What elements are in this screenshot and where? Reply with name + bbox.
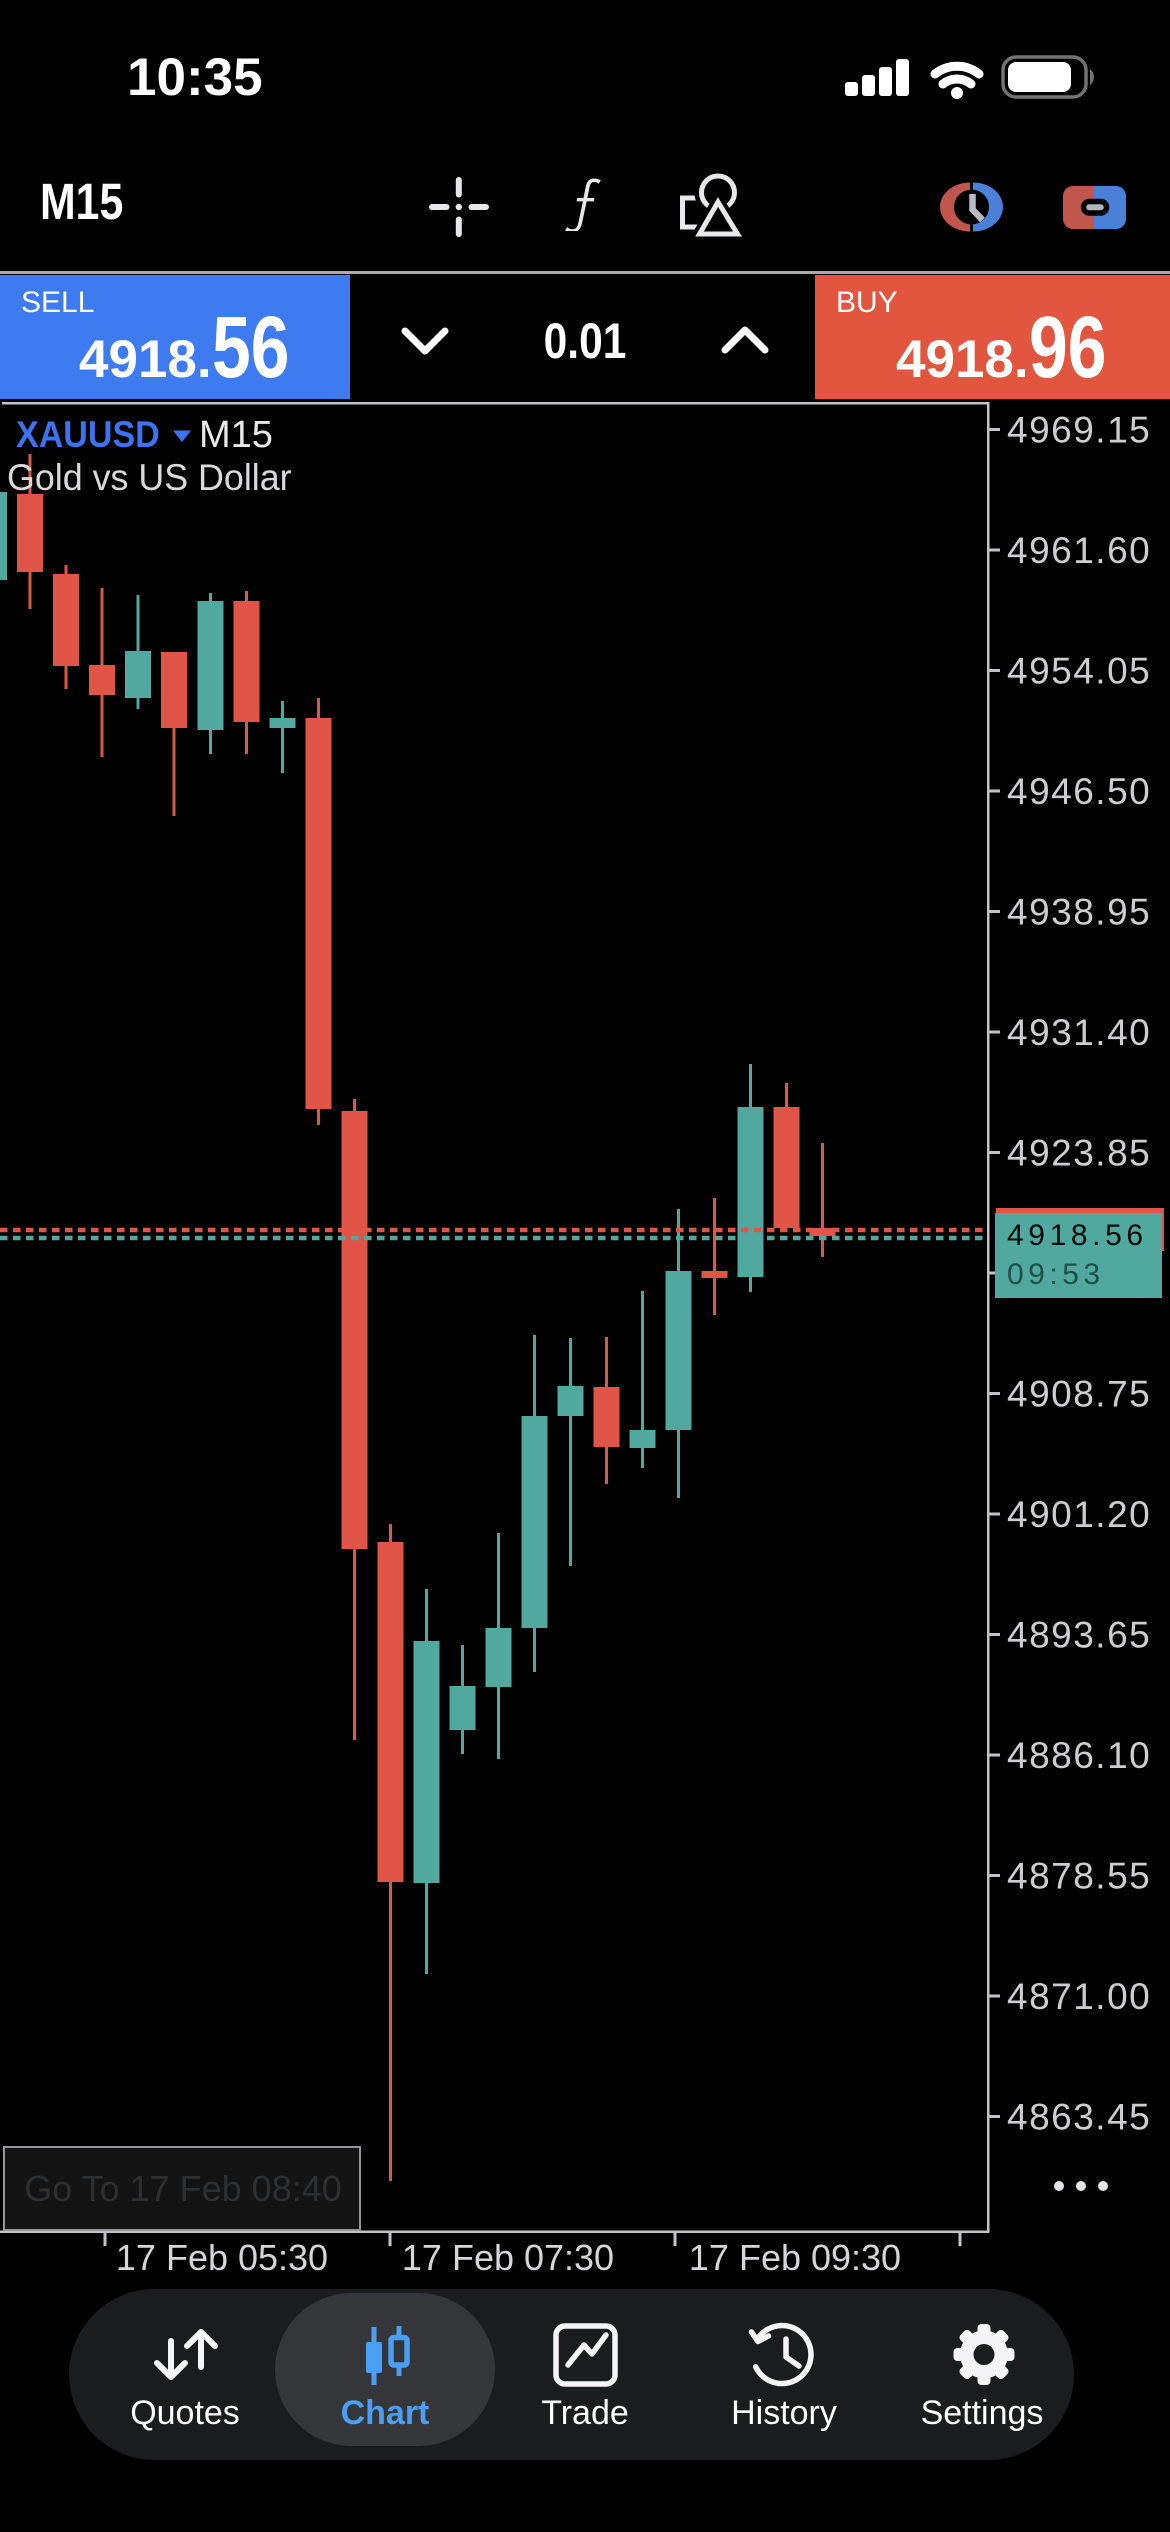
- svg-text:4908.75: 4908.75: [1007, 1374, 1151, 1415]
- svg-text:17 Feb 09:30: 17 Feb 09:30: [689, 2237, 901, 2278]
- svg-text:4954.05: 4954.05: [1007, 651, 1151, 692]
- svg-text:4946.50: 4946.50: [1007, 771, 1151, 812]
- svg-text:4961.60: 4961.60: [1007, 530, 1151, 571]
- svg-text:4923.85: 4923.85: [1007, 1133, 1151, 1174]
- svg-text:4969.15: 4969.15: [1007, 410, 1151, 451]
- svg-text:4938.95: 4938.95: [1007, 892, 1151, 933]
- svg-text:4871.00: 4871.00: [1007, 1976, 1151, 2017]
- svg-text:17 Feb 05:30: 17 Feb 05:30: [116, 2237, 328, 2278]
- svg-text:4901.20: 4901.20: [1007, 1494, 1151, 1535]
- svg-text:4878.55: 4878.55: [1007, 1856, 1151, 1897]
- svg-text:4893.65: 4893.65: [1007, 1615, 1151, 1656]
- svg-text:4886.10: 4886.10: [1007, 1735, 1151, 1776]
- svg-text:17 Feb 07:30: 17 Feb 07:30: [402, 2237, 614, 2278]
- svg-text:4931.40: 4931.40: [1007, 1012, 1151, 1053]
- svg-text:09:53: 09:53: [1007, 1258, 1105, 1291]
- svg-text:4863.45: 4863.45: [1007, 2097, 1151, 2138]
- svg-text:4918.56: 4918.56: [1007, 1219, 1148, 1252]
